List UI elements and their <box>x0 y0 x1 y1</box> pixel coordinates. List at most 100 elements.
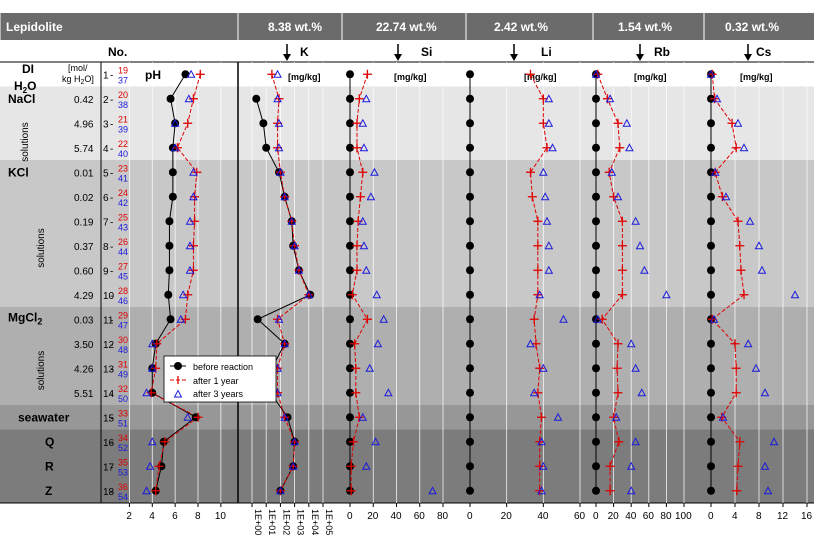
point-after1-cs <box>736 265 746 275</box>
point-after3-si <box>361 265 371 274</box>
sample-no-3years: 53 <box>118 467 128 477</box>
point-before-li <box>466 339 474 348</box>
point-after3-li <box>544 118 554 127</box>
point-after1-si <box>348 437 358 447</box>
point-after3-li <box>542 216 552 225</box>
point-after1-si <box>355 192 365 202</box>
point-before-li <box>466 168 474 177</box>
row-band <box>0 258 814 283</box>
row-dash: - <box>110 95 113 106</box>
point-after1-li <box>533 265 543 275</box>
conc-value: 0.03 <box>74 315 94 326</box>
point-before-ph <box>166 315 175 324</box>
point-before-cs <box>707 143 715 152</box>
row-dash: - <box>110 413 113 424</box>
point-before-cs <box>707 462 715 471</box>
point-after1-rb <box>615 143 625 153</box>
point-after1-ph <box>195 69 205 79</box>
point-before-li <box>466 437 474 446</box>
point-after3-ph <box>185 265 195 274</box>
conc-value: 0.60 <box>74 266 94 277</box>
row-number: 11 <box>103 315 114 326</box>
conc-value: 0.02 <box>74 193 94 204</box>
point-after3-ph <box>189 192 198 201</box>
sample-no-3years: 51 <box>118 418 128 428</box>
point-after3-k <box>280 339 289 348</box>
point-after3-rb <box>593 314 603 323</box>
row-band <box>0 356 814 381</box>
point-after1-si <box>351 388 361 398</box>
point-after3-li <box>544 265 554 274</box>
point-after1-cs <box>731 388 741 398</box>
point-after3-cs <box>718 412 728 421</box>
point-before-cs <box>707 364 715 373</box>
sample-no-1year: 33 <box>118 408 128 418</box>
tick-label-rb: 80 <box>660 511 672 522</box>
point-after1-li <box>529 314 539 324</box>
point-after1-cs <box>727 118 737 128</box>
point-after3-rb <box>613 192 623 201</box>
subheader-bg <box>0 40 814 62</box>
point-after3-k <box>276 486 285 495</box>
sample-no-1year: 23 <box>118 163 128 173</box>
tick-label-si: 60 <box>414 511 426 522</box>
conc-value: 0.37 <box>74 242 94 253</box>
point-before-ph <box>165 266 174 275</box>
point-after3-k <box>304 290 314 299</box>
row-number: 12 <box>103 340 115 351</box>
conc-value: 4.26 <box>74 364 94 375</box>
point-after3-k <box>280 412 289 421</box>
sample-no-1year: 25 <box>118 212 128 222</box>
point-after1-cs <box>731 143 741 153</box>
point-after3-k <box>274 118 284 127</box>
row-dash: - <box>110 487 113 498</box>
point-before-ph <box>165 217 174 226</box>
point-after3-rb <box>631 437 640 446</box>
conc-value: 5.74 <box>74 144 94 155</box>
point-after3-si <box>370 167 379 176</box>
point-after1-li <box>533 216 543 226</box>
point-after3-cs <box>754 241 764 250</box>
point-before-si <box>346 266 354 275</box>
point-after1-cs <box>732 486 742 496</box>
point-before-rb <box>592 462 600 471</box>
point-after1-ph <box>193 412 203 422</box>
row-number: 16 <box>103 438 115 449</box>
unit-label-rb: [mg/kg] <box>634 72 667 82</box>
point-after3-k <box>273 94 282 103</box>
tick-label-k: 1E+05 <box>324 509 334 535</box>
point-after1-cs <box>735 437 745 447</box>
point-after1-li <box>527 192 537 202</box>
row-number: 4 <box>103 144 109 155</box>
tick-label-cs: 12 <box>777 511 789 522</box>
tick-label-rb: 60 <box>643 511 655 522</box>
group-sub-mgcl2: solutions <box>36 351 47 390</box>
grade-arrow-head <box>636 54 644 61</box>
point-after3-li <box>529 388 539 397</box>
point-after3-si <box>372 290 382 299</box>
row-dash: - <box>110 364 113 375</box>
series-line-before-ph <box>151 73 197 491</box>
point-after3-cs <box>760 461 770 470</box>
point-after3-si <box>365 363 375 372</box>
sample-no-3years: 40 <box>118 149 128 159</box>
tick-label-ph: 8 <box>195 511 201 522</box>
point-before-cs <box>707 413 715 422</box>
grade-arrow-head <box>510 54 518 61</box>
point-before-rb <box>592 290 600 299</box>
point-after3-li <box>548 143 557 152</box>
group-label-q: Q <box>45 435 54 449</box>
point-before-cs <box>707 339 715 348</box>
point-after1-li <box>538 118 548 128</box>
point-after1-si <box>351 363 361 373</box>
row-band <box>0 135 814 160</box>
sample-no-3years: 48 <box>118 345 128 355</box>
row-band <box>0 405 814 430</box>
point-after3-ph <box>147 437 157 446</box>
point-after1-si <box>352 118 362 128</box>
point-after3-cs <box>790 290 800 299</box>
point-after3-rb <box>605 94 615 103</box>
point-before-rb <box>592 486 600 495</box>
row-number: 15 <box>103 413 115 424</box>
point-before-li <box>466 290 474 299</box>
